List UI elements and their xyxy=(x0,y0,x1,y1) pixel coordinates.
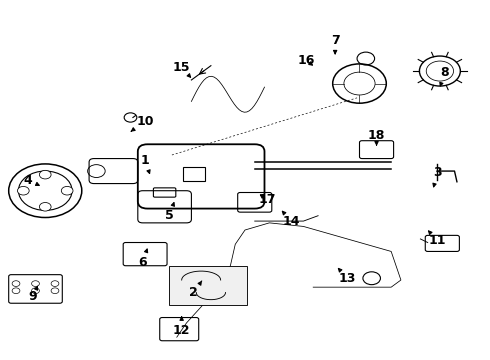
Circle shape xyxy=(39,170,51,179)
Text: 7: 7 xyxy=(331,34,340,54)
Text: 10: 10 xyxy=(131,114,154,131)
Circle shape xyxy=(61,186,73,195)
Text: 4: 4 xyxy=(24,174,39,186)
Text: 6: 6 xyxy=(138,249,147,269)
Text: 17: 17 xyxy=(258,193,276,206)
Text: 18: 18 xyxy=(368,129,385,145)
Text: 11: 11 xyxy=(428,231,446,247)
Text: 9: 9 xyxy=(29,286,38,303)
FancyBboxPatch shape xyxy=(170,266,247,305)
Circle shape xyxy=(18,186,29,195)
Text: 12: 12 xyxy=(173,317,191,337)
Text: 15: 15 xyxy=(173,61,191,77)
Text: 14: 14 xyxy=(282,211,300,228)
Text: 1: 1 xyxy=(141,154,150,174)
Text: 8: 8 xyxy=(440,66,449,86)
Text: 13: 13 xyxy=(339,269,356,285)
Text: 16: 16 xyxy=(297,54,315,67)
Circle shape xyxy=(39,203,51,211)
Text: 5: 5 xyxy=(165,203,174,222)
Text: 2: 2 xyxy=(190,281,202,299)
Text: 3: 3 xyxy=(433,166,442,187)
